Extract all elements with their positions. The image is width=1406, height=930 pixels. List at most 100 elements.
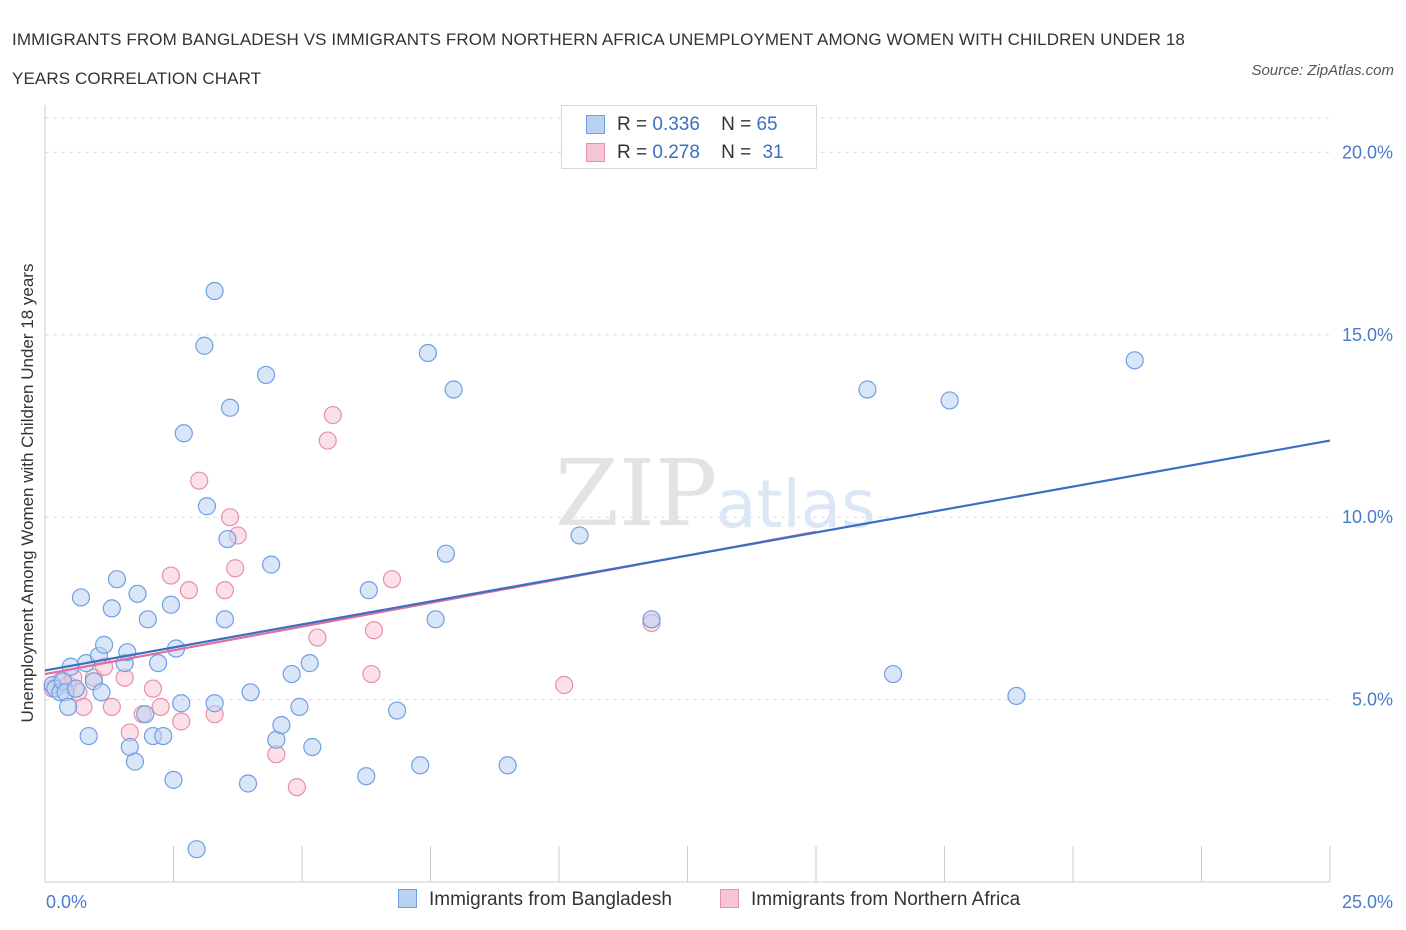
x-tick-label: 25.0% xyxy=(1342,892,1393,912)
point-bangladesh xyxy=(498,756,517,775)
point-bangladesh xyxy=(66,679,85,698)
point-bangladesh xyxy=(300,654,319,673)
y-axis-label: Unemployment Among Women with Children U… xyxy=(18,263,37,723)
axes xyxy=(44,105,1331,883)
point-bangladesh xyxy=(102,599,121,618)
point-northern-africa xyxy=(172,712,191,731)
stats-legend: R = 0.336 N = 65 R = 0.278 N = 31 xyxy=(561,105,817,169)
y-tick-label: 5.0% xyxy=(1352,690,1393,710)
point-bangladesh xyxy=(138,610,157,629)
point-bangladesh xyxy=(444,380,463,399)
point-bangladesh xyxy=(172,694,191,713)
point-northern-africa xyxy=(555,675,574,695)
stats-row-bangladesh: R = 0.336 N = 65 xyxy=(586,114,778,136)
n-value: 65 xyxy=(756,114,778,135)
point-bangladesh xyxy=(71,588,91,607)
point-bangladesh xyxy=(92,683,111,702)
point-northern-africa xyxy=(74,697,93,716)
x-tick-label: 0.0% xyxy=(46,892,87,912)
point-bangladesh xyxy=(238,774,258,793)
legend-swatch-blue xyxy=(398,889,417,908)
point-bangladesh xyxy=(262,555,281,574)
n-label: N = xyxy=(721,114,752,135)
point-bangladesh xyxy=(136,705,155,724)
trend-line-bangladesh xyxy=(44,439,1331,672)
chart-source: Source: ZipAtlas.com xyxy=(1251,62,1394,79)
point-northern-africa xyxy=(318,431,337,450)
point-northern-africa xyxy=(323,405,342,425)
point-northern-africa xyxy=(220,508,240,527)
point-bangladesh xyxy=(79,726,98,746)
point-bangladesh xyxy=(940,391,959,410)
legend-swatch-pink xyxy=(720,889,739,908)
point-bangladesh xyxy=(125,752,145,771)
point-bangladesh xyxy=(290,697,309,716)
point-northern-africa xyxy=(179,581,199,600)
chart-title: IMMIGRANTS FROM BANGLADESH VS IMMIGRANTS… xyxy=(12,30,1185,88)
point-bangladesh xyxy=(387,701,407,720)
legend-swatch-pink xyxy=(586,143,605,163)
point-bangladesh xyxy=(1125,351,1144,370)
point-northern-africa xyxy=(215,581,234,600)
point-northern-africa xyxy=(287,778,306,797)
legend-label: Immigrants from Bangladesh xyxy=(429,889,672,910)
legend-swatch-blue xyxy=(586,115,605,135)
point-bangladesh xyxy=(359,581,378,600)
legend-item-bangladesh[interactable]: Immigrants from Bangladesh xyxy=(398,889,672,911)
trend-lines xyxy=(44,439,1331,676)
legend-item-northern-africa[interactable]: Immigrants from Northern Africa xyxy=(720,889,1020,911)
point-bangladesh xyxy=(883,664,903,684)
point-bangladesh xyxy=(59,697,78,716)
n-label: N = xyxy=(721,142,752,163)
point-northern-africa xyxy=(308,628,327,647)
point-bangladesh xyxy=(205,694,224,713)
point-bangladesh xyxy=(218,529,237,549)
point-northern-africa xyxy=(382,570,402,589)
point-bangladesh xyxy=(197,497,217,516)
point-bangladesh xyxy=(418,343,438,363)
legend-label: Immigrants from Northern Africa xyxy=(751,889,1021,910)
point-bangladesh xyxy=(642,610,661,629)
point-bangladesh xyxy=(241,683,260,702)
point-bangladesh xyxy=(164,770,183,789)
point-northern-africa xyxy=(362,664,381,684)
point-northern-africa xyxy=(364,621,384,640)
point-bangladesh xyxy=(95,635,114,654)
point-bangladesh xyxy=(187,840,206,859)
tick-labels: 5.0% 10.0% 15.0% 20.0% 0.0% 25.0% xyxy=(46,142,1393,912)
point-bangladesh xyxy=(858,380,877,399)
point-bangladesh xyxy=(1007,686,1026,706)
point-bangladesh xyxy=(128,584,147,603)
point-bangladesh xyxy=(272,716,291,735)
data-points xyxy=(43,281,1144,859)
point-bangladesh xyxy=(215,610,234,629)
r-label: R = xyxy=(617,114,648,135)
r-value: 0.336 xyxy=(652,114,700,135)
watermark-atlas: atlas xyxy=(716,466,876,543)
point-bangladesh xyxy=(282,664,301,684)
y-tick-label: 15.0% xyxy=(1342,325,1393,345)
point-bangladesh xyxy=(426,610,445,629)
r-label: R = xyxy=(617,142,648,163)
point-northern-africa xyxy=(102,697,121,716)
point-bangladesh xyxy=(174,424,193,443)
point-northern-africa xyxy=(151,697,170,716)
point-northern-africa xyxy=(143,679,163,698)
y-tick-label: 20.0% xyxy=(1342,142,1393,162)
point-bangladesh xyxy=(570,526,589,545)
stats-row-northern-africa: R = 0.278 N = 31 xyxy=(586,142,784,164)
n-value: 31 xyxy=(762,142,784,163)
point-northern-africa xyxy=(226,559,245,578)
point-bangladesh xyxy=(195,336,214,355)
point-bangladesh xyxy=(161,595,181,614)
r-value: 0.278 xyxy=(652,142,700,163)
point-bangladesh xyxy=(148,654,168,673)
point-bangladesh xyxy=(205,281,224,301)
point-bangladesh xyxy=(107,570,127,589)
point-bangladesh xyxy=(303,737,322,757)
point-bangladesh xyxy=(436,544,456,563)
point-bangladesh xyxy=(411,756,430,775)
point-northern-africa xyxy=(190,471,209,490)
